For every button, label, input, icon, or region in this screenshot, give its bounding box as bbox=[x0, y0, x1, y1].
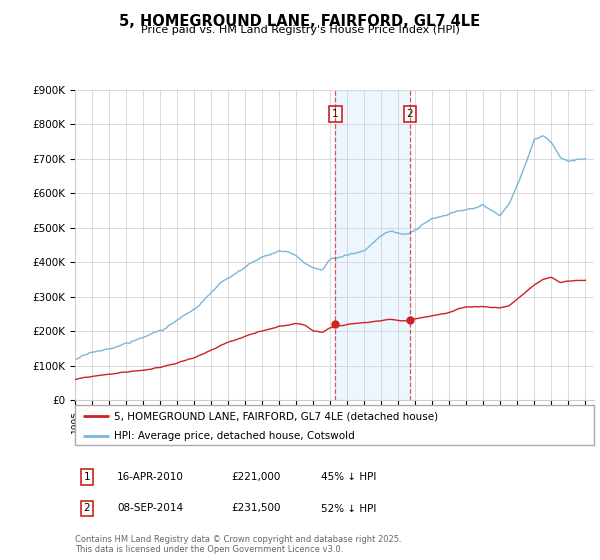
Text: 5, HOMEGROUND LANE, FAIRFORD, GL7 4LE: 5, HOMEGROUND LANE, FAIRFORD, GL7 4LE bbox=[119, 14, 481, 29]
Text: Contains HM Land Registry data © Crown copyright and database right 2025.
This d: Contains HM Land Registry data © Crown c… bbox=[75, 535, 401, 554]
Text: 2: 2 bbox=[83, 503, 91, 514]
Text: 2: 2 bbox=[407, 109, 413, 119]
Text: 52% ↓ HPI: 52% ↓ HPI bbox=[321, 503, 376, 514]
Bar bbox=[335, 90, 410, 400]
Text: 1: 1 bbox=[83, 472, 91, 482]
Text: HPI: Average price, detached house, Cotswold: HPI: Average price, detached house, Cots… bbox=[114, 431, 355, 441]
Text: £221,000: £221,000 bbox=[231, 472, 280, 482]
Text: Price paid vs. HM Land Registry's House Price Index (HPI): Price paid vs. HM Land Registry's House … bbox=[140, 25, 460, 35]
Text: £231,500: £231,500 bbox=[231, 503, 281, 514]
Text: 16-APR-2010: 16-APR-2010 bbox=[117, 472, 184, 482]
Text: 45% ↓ HPI: 45% ↓ HPI bbox=[321, 472, 376, 482]
Text: 5, HOMEGROUND LANE, FAIRFORD, GL7 4LE (detached house): 5, HOMEGROUND LANE, FAIRFORD, GL7 4LE (d… bbox=[114, 411, 438, 421]
Text: 08-SEP-2014: 08-SEP-2014 bbox=[117, 503, 183, 514]
FancyBboxPatch shape bbox=[75, 405, 594, 445]
Text: 1: 1 bbox=[332, 109, 338, 119]
